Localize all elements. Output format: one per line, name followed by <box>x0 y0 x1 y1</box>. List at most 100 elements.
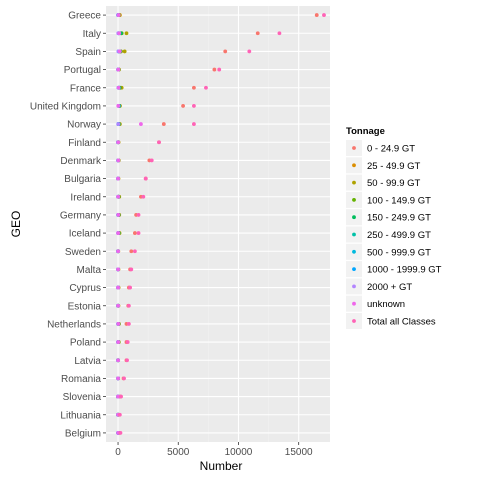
y-tick-label: Spain <box>75 47 101 58</box>
legend-label: 0 - 24.9 GT <box>367 144 415 155</box>
y-tick-label: Denmark <box>60 156 102 167</box>
legend-marker <box>352 146 356 150</box>
y-tick-label: Estonia <box>68 301 102 312</box>
y-tick-label: Cyprus <box>69 283 101 294</box>
y-tick-label: France <box>70 83 102 94</box>
legend-marker <box>352 249 356 254</box>
data-point <box>126 303 131 308</box>
legend-marker <box>352 232 356 237</box>
data-point <box>204 85 208 90</box>
y-tick-label: Malta <box>77 265 102 276</box>
data-point <box>139 122 143 126</box>
legend-marker <box>352 215 356 220</box>
legend-label: 150 - 249.9 GT <box>367 213 431 224</box>
data-point <box>116 285 120 290</box>
y-tick-label: Slovenia <box>63 392 102 403</box>
y-tick-label: Portugal <box>64 65 101 76</box>
data-point <box>116 322 121 326</box>
y-tick-label: Latvia <box>74 356 101 367</box>
data-point <box>314 13 319 17</box>
data-point <box>116 176 120 181</box>
x-tick-label: 10000 <box>225 447 253 458</box>
y-tick-label: Netherlands <box>47 319 101 330</box>
x-axis: 0 5000 10000 15000 <box>115 442 313 458</box>
data-point <box>255 31 260 36</box>
y-tick-label: Sweden <box>65 247 101 258</box>
data-point <box>116 194 121 199</box>
data-point <box>116 67 121 72</box>
data-point <box>149 158 154 163</box>
y-tick-label: Iceland <box>69 229 101 240</box>
grid-minor <box>147 6 269 442</box>
x-tick-label: 15000 <box>285 447 313 458</box>
data-point <box>212 67 217 72</box>
data-point <box>124 31 129 36</box>
legend-label: 2000 + GT <box>367 282 412 293</box>
data-point <box>116 394 120 399</box>
y-tick-label: Italy <box>83 29 101 40</box>
data-point <box>247 49 252 54</box>
grid-major <box>106 6 330 442</box>
data-point <box>129 249 134 254</box>
data-point <box>116 249 120 254</box>
data-point <box>117 49 122 54</box>
data-point <box>117 31 122 36</box>
data-point <box>116 104 121 108</box>
data-point <box>116 158 121 163</box>
data-point <box>116 13 121 17</box>
legend-label: 50 - 99.9 GT <box>367 178 421 189</box>
data-point <box>116 267 120 272</box>
data-point <box>223 49 228 54</box>
legend-marker <box>352 267 356 271</box>
data-point <box>119 394 123 399</box>
data-point <box>181 104 185 108</box>
y-axis-title: GEO <box>9 211 23 238</box>
data-point <box>116 140 121 145</box>
legend-marker <box>352 284 356 289</box>
data-point <box>133 231 137 235</box>
data-point <box>192 104 196 108</box>
data-point <box>192 122 196 126</box>
panel-background <box>106 6 330 442</box>
legend-label: 500 - 999.9 GT <box>367 247 431 258</box>
y-tick-label: Romania <box>61 374 101 385</box>
y-axis: Greece Italy Spain Portugal France United Kin… <box>30 11 106 439</box>
data-point <box>116 376 120 381</box>
data-point <box>116 85 121 90</box>
y-tick-label: Finland <box>68 138 101 149</box>
y-tick-label: Belgium <box>65 428 101 439</box>
data-point <box>116 340 121 344</box>
data-point <box>117 412 122 417</box>
y-tick-label: Norway <box>67 120 101 131</box>
legend-label: 1000 - 1999.9 GT <box>367 265 442 276</box>
y-tick-label: Bulgaria <box>64 174 101 185</box>
data-point <box>322 13 326 17</box>
legend-label: Total all Classes <box>367 317 436 328</box>
x-tick-label: 5000 <box>167 447 190 458</box>
data-point <box>133 249 137 254</box>
legend: Tonnage 0 - 24.9 GT 25 - 49.9 GT 50 - 99.9… <box>346 126 442 329</box>
data-point <box>116 231 121 235</box>
legend-label: 100 - 149.9 GT <box>367 195 431 206</box>
y-tick-label: Ireland <box>70 192 101 203</box>
legend-label: unknown <box>367 299 405 310</box>
legend-marker <box>352 319 356 323</box>
data-point <box>143 176 148 181</box>
y-tick-label: Poland <box>70 338 101 349</box>
y-tick-label: Germany <box>60 210 101 221</box>
data-points <box>116 13 326 435</box>
data-point <box>122 376 126 381</box>
data-point <box>116 213 121 217</box>
data-point <box>136 213 141 217</box>
data-point <box>136 231 141 235</box>
data-point <box>126 322 131 326</box>
legend-marker <box>352 198 356 202</box>
data-point <box>125 340 130 344</box>
x-tick-label: 0 <box>115 447 121 458</box>
data-point <box>122 49 127 54</box>
legend-marker <box>352 163 356 168</box>
data-point <box>128 285 132 290</box>
data-point <box>161 122 166 126</box>
data-point <box>116 358 120 363</box>
